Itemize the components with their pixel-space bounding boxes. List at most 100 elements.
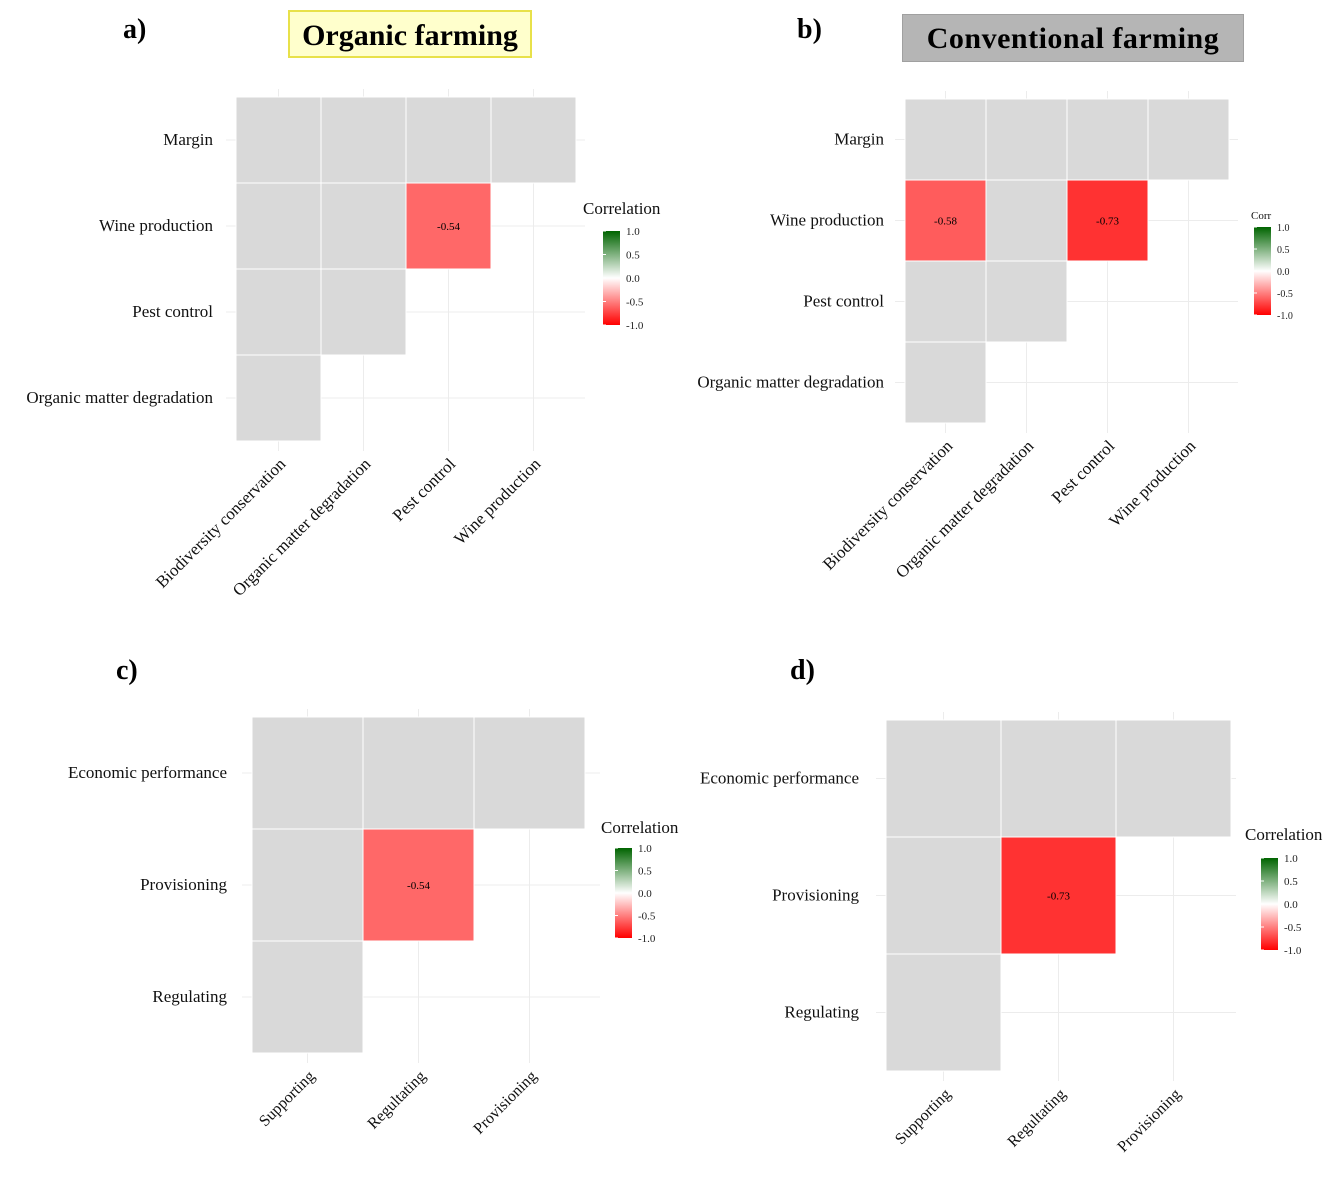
y-tick-label: Wine production — [770, 211, 885, 230]
panel-b-banner: Conventional farming — [902, 14, 1244, 62]
panel-b-letter: b) — [797, 14, 822, 45]
cell-value-label: -0.54 — [437, 221, 460, 233]
legend-colorbar — [1261, 858, 1278, 950]
x-tick-label: Wine production — [450, 454, 544, 548]
legend-tick-label: 1.0 — [626, 226, 640, 238]
legend-colorbar — [603, 231, 620, 325]
y-tick-label: Provisioning — [140, 875, 227, 894]
legend-tick-label: -1.0 — [1277, 311, 1293, 322]
panel-c-letter: c) — [116, 655, 138, 686]
heatmap-cell — [1000, 719, 1117, 838]
heatmap-cell — [251, 828, 364, 942]
legend-tick-label: 1.0 — [638, 843, 652, 855]
legend-tick-label: -0.5 — [1277, 289, 1293, 300]
legend-tick-label: -1.0 — [1284, 945, 1302, 957]
heatmap-cell — [251, 716, 364, 830]
legend-tick-label: 1.0 — [1277, 223, 1290, 234]
x-tick-label: Pest control — [1048, 436, 1119, 507]
legend-tick-label: -1.0 — [638, 933, 656, 945]
heatmap-cell — [473, 716, 586, 830]
legend-title: Correlation — [1245, 825, 1323, 844]
legend-tick-label: 0.0 — [1277, 267, 1290, 278]
x-tick-label: Regultating — [365, 1068, 430, 1133]
heatmap-cell — [1147, 98, 1230, 181]
y-tick-label: Pest control — [132, 302, 213, 321]
y-tick-label: Regulating — [152, 987, 227, 1006]
heatmap-cell — [405, 96, 492, 184]
panel-a-banner: Organic farming — [288, 10, 532, 58]
y-tick-label: Organic matter degradation — [697, 373, 884, 392]
cell-value-label: -0.73 — [1047, 891, 1070, 903]
heatmap-cell — [904, 98, 987, 181]
heatmap-cell — [985, 260, 1068, 343]
heatmap-cell-significant — [1000, 836, 1117, 955]
x-tick-label: Organic matter degradation — [892, 436, 1038, 582]
heatmap-cell — [235, 96, 322, 184]
y-tick-label: Economic performance — [68, 763, 227, 782]
x-tick-label: Organic matter degradation — [229, 454, 375, 600]
x-tick-label: Biodiversity conservation — [819, 436, 957, 574]
x-tick-label: Supporting — [892, 1086, 954, 1148]
heatmap-cell — [490, 96, 577, 184]
heatmap-cell — [320, 96, 407, 184]
y-tick-label: Margin — [834, 130, 884, 149]
heatmap-cell — [320, 268, 407, 356]
heatmap-cell — [904, 260, 987, 343]
legend-title: Correlation — [583, 199, 661, 218]
legend-tick-label: 0.5 — [626, 250, 640, 262]
heatmap-cell — [362, 716, 475, 830]
legend-tick-label: -0.5 — [626, 297, 644, 309]
legend-tick-label: 0.5 — [1277, 245, 1290, 256]
heatmap-cell — [885, 719, 1002, 838]
heatmap-cell — [251, 940, 364, 1054]
cell-value-label: -0.58 — [934, 216, 957, 228]
heatmap-cell — [985, 98, 1068, 181]
legend-tick-label: -1.0 — [626, 320, 644, 332]
panel-a-letter: a) — [123, 14, 147, 45]
legend-tick-label: 0.5 — [1284, 876, 1298, 888]
x-tick-label: Regultating — [1005, 1086, 1070, 1151]
heatmap-cell-significant — [1066, 179, 1149, 262]
legend-title: Corr — [1251, 210, 1272, 222]
x-tick-label: Wine production — [1105, 436, 1199, 530]
heatmap-cell — [985, 179, 1068, 262]
y-tick-label: Margin — [163, 130, 213, 149]
heatmap-cell — [235, 268, 322, 356]
heatmap-cell — [320, 182, 407, 270]
x-tick-label: Pest control — [389, 454, 460, 525]
x-tick-label: Supporting — [256, 1068, 318, 1130]
legend-tick-label: -0.5 — [1284, 922, 1302, 934]
heatmap-cell-significant — [904, 179, 987, 262]
cell-value-label: -0.54 — [407, 880, 430, 892]
heatmap-cell — [1066, 98, 1149, 181]
legend-colorbar — [1254, 227, 1271, 315]
heatmap-cell — [885, 953, 1002, 1072]
panel-d-letter: d) — [790, 655, 815, 686]
heatmap-cell — [1115, 719, 1232, 838]
legend-tick-label: 0.0 — [638, 888, 652, 900]
legend-tick-label: 0.0 — [626, 273, 640, 285]
x-tick-label: Provisioning — [470, 1068, 540, 1138]
legend-title: Correlation — [601, 818, 679, 837]
y-tick-label: Pest control — [803, 292, 884, 311]
legend-tick-label: 1.0 — [1284, 853, 1298, 865]
heatmap-cell — [235, 354, 322, 442]
legend-colorbar — [615, 848, 632, 938]
heatmap-cell — [904, 341, 987, 424]
y-tick-label: Wine production — [99, 216, 214, 235]
cell-value-label: -0.73 — [1096, 216, 1119, 228]
y-tick-label: Economic performance — [700, 769, 859, 788]
legend-tick-label: 0.0 — [1284, 899, 1298, 911]
legend-tick-label: -0.5 — [638, 911, 656, 923]
y-tick-label: Organic matter degradation — [26, 388, 213, 407]
heatmap-cell — [885, 836, 1002, 955]
heatmap-cell-significant — [405, 182, 492, 270]
x-tick-label: Provisioning — [1114, 1086, 1184, 1156]
heatmap-cell — [235, 182, 322, 270]
heatmap-cell-significant — [362, 828, 475, 942]
y-tick-label: Regulating — [784, 1003, 859, 1022]
y-tick-label: Provisioning — [772, 886, 859, 905]
legend-tick-label: 0.5 — [638, 866, 652, 878]
